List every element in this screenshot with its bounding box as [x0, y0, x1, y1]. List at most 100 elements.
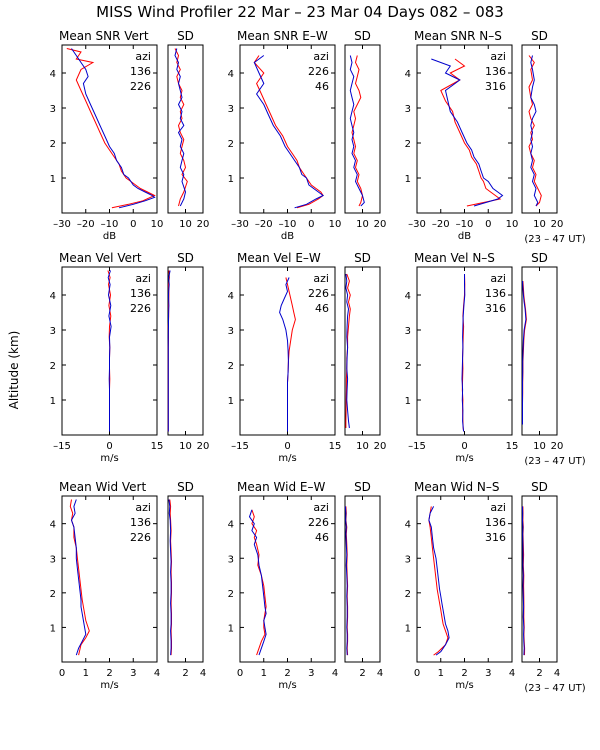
x-tick-label: –30 — [408, 219, 426, 230]
x-tick-label: 15 — [329, 441, 342, 452]
series-line-136 — [69, 499, 90, 656]
legend-heading: azi — [135, 272, 151, 285]
x-tick-label: –30 — [231, 219, 249, 230]
panel-13: Mean Wid Vert 1 2 3 4 0 1 2 3 4 m/s azi 136 226 — [50, 480, 161, 691]
series-line-226 — [168, 499, 172, 656]
x-tick-label: 20 — [374, 441, 387, 452]
panel-title: SD — [531, 480, 548, 494]
legend-heading: azi — [135, 501, 151, 514]
y-tick-label: 4 — [50, 69, 56, 80]
x-tick-label: 0 — [130, 219, 136, 230]
panel-16: SD 2 4 — [344, 480, 383, 679]
legend-entry: 136 — [485, 287, 506, 300]
x-tick-label: 10 — [179, 441, 192, 452]
x-tick-label: –20 — [432, 219, 450, 230]
x-tick-label: 2 — [536, 668, 542, 679]
legend-entry: 316 — [485, 302, 506, 315]
legend-entry: 226 — [308, 516, 329, 529]
panel-frame — [167, 266, 204, 436]
x-tick-label: 10 — [329, 219, 342, 230]
y-tick-label: 1 — [228, 623, 234, 634]
legend-heading: azi — [490, 501, 506, 514]
x-tick-label: 0 — [59, 668, 65, 679]
panel-14: SD 2 4 — [167, 480, 206, 679]
x-tick-label: –15 — [231, 441, 249, 452]
x-axis-label: m/s — [100, 680, 118, 691]
x-tick-label: 4 — [377, 668, 383, 679]
x-tick-label: 0 — [237, 668, 243, 679]
y-tick-label: 4 — [228, 291, 234, 302]
legend-entry: 46 — [315, 80, 329, 93]
panel-6: SD 10 20 (23 – 47 UT) — [521, 29, 586, 245]
x-tick-label: 2 — [284, 668, 290, 679]
x-tick-label: 4 — [554, 668, 560, 679]
legend-entry: 226 — [130, 302, 151, 315]
series-line-226 — [71, 48, 156, 209]
panel-title: Mean Vel N–S — [414, 251, 495, 265]
legend-entry: 136 — [130, 516, 151, 529]
series-line-46 — [279, 277, 290, 432]
panel-frame — [521, 266, 558, 436]
panel-frame — [521, 44, 558, 214]
panel-title: SD — [354, 29, 371, 43]
y-tick-label: 2 — [228, 589, 234, 600]
series-line-226 — [351, 55, 364, 207]
panel-7: Mean Vel Vert 1 2 3 4 –15 0 15 m/s azi 136 226 — [50, 251, 164, 464]
panel-8: SD 10 20 — [167, 251, 209, 452]
series-line-46 — [253, 55, 325, 209]
x-tick-label: 0 — [461, 441, 467, 452]
legend-heading: azi — [313, 272, 329, 285]
panel-title: SD — [531, 251, 548, 265]
ut-note: (23 – 47 UT) — [524, 683, 585, 694]
series-line-226 — [70, 499, 87, 656]
panel-title: Mean Wid Vert — [59, 480, 146, 494]
y-tick-label: 3 — [50, 326, 56, 337]
x-tick-label: –10 — [101, 219, 119, 230]
legend-entry: 316 — [485, 80, 506, 93]
panel-title: Mean SNR N–S — [414, 29, 502, 43]
series-line-136 — [66, 48, 156, 209]
panel-frame — [167, 495, 204, 663]
y-tick-label: 1 — [228, 174, 234, 185]
x-tick-label: 10 — [179, 219, 192, 230]
series-line-136 — [428, 506, 449, 656]
y-tick-label: 4 — [50, 520, 56, 531]
x-axis-label: m/s — [278, 453, 296, 464]
legend-heading: azi — [490, 50, 506, 63]
panel-2: SD 10 20 — [167, 29, 209, 230]
x-tick-label: 10 — [356, 441, 369, 452]
panel-12: SD 10 20 (23 – 47 UT) — [521, 251, 586, 467]
series-line-226 — [345, 273, 351, 428]
panel-frame — [344, 495, 381, 663]
x-axis-label: m/s — [455, 453, 473, 464]
x-tick-label: 10 — [356, 219, 369, 230]
y-tick-label: 2 — [228, 361, 234, 372]
ut-note: (23 – 47 UT) — [524, 234, 585, 245]
panel-title: SD — [354, 251, 371, 265]
x-tick-label: –20 — [255, 219, 273, 230]
panel-title: Mean SNR Vert — [59, 29, 149, 43]
legend-entry: 46 — [315, 302, 329, 315]
y-tick-label: 2 — [228, 139, 234, 150]
legend-entry: 136 — [485, 65, 506, 78]
panel-3: Mean SNR E–W 1 2 3 4 –30 –20 –10 0 10 dB azi 226 46 — [228, 29, 342, 242]
x-tick-label: 20 — [551, 219, 564, 230]
panel-title: Mean Wid E–W — [237, 480, 325, 494]
x-tick-label: 1 — [83, 668, 89, 679]
x-tick-label: 10 — [506, 219, 519, 230]
y-tick-label: 2 — [50, 589, 56, 600]
series-line-46 — [349, 55, 365, 207]
y-tick-label: 4 — [50, 291, 56, 302]
x-axis-label: m/s — [100, 453, 118, 464]
y-tick-label: 4 — [228, 69, 234, 80]
x-tick-label: 0 — [308, 219, 314, 230]
legend-heading: azi — [313, 501, 329, 514]
x-tick-label: 15 — [151, 441, 164, 452]
x-tick-label: 2 — [106, 668, 112, 679]
panel-title: Mean SNR E–W — [237, 29, 328, 43]
panel-title: SD — [354, 480, 371, 494]
panel-title: SD — [177, 251, 194, 265]
series-line-226 — [251, 509, 267, 656]
y-tick-label: 3 — [228, 104, 234, 115]
